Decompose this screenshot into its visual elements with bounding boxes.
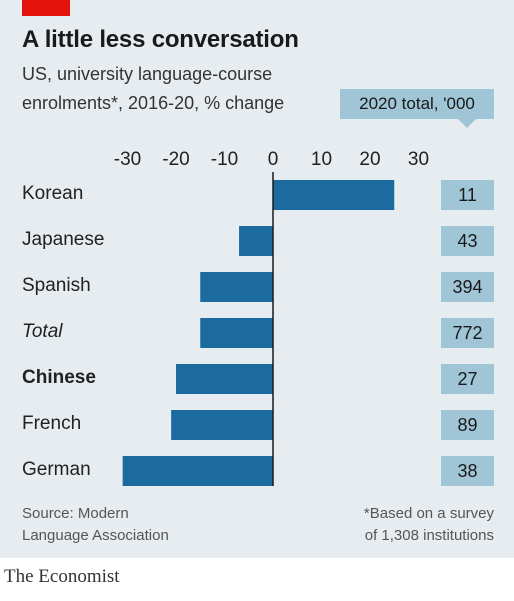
source-line-2: Language Association: [22, 527, 169, 544]
bar-total: [200, 318, 273, 348]
chart-title: A little less conversation: [22, 26, 299, 53]
footnote-line-2: of 1,308 institutions: [364, 527, 494, 544]
x-tick-label: 20: [359, 149, 380, 170]
total-header-pointer: [458, 119, 476, 128]
total-value-spanish: 394: [441, 272, 494, 302]
bar-chart: -30 -20 -10 0 10 20 30: [114, 149, 429, 486]
chart-subtitle-line-1: US, university language-course: [22, 64, 273, 84]
category-label-french: French: [22, 413, 82, 434]
bar-korean: [273, 180, 395, 210]
brand-red-tag: [22, 0, 70, 16]
footnote: *Based on a survey of 1,308 institutions: [274, 503, 494, 547]
bar-german: [122, 456, 274, 486]
category-label-chinese: Chinese: [22, 367, 96, 388]
category-label-spanish: Spanish: [22, 275, 91, 296]
category-label-german: German: [22, 459, 91, 480]
source-note: Source: Modern Language Association: [22, 503, 242, 547]
x-tick-label: 10: [311, 149, 332, 170]
footnote-line-1: *Based on a survey: [363, 505, 494, 522]
x-tick-label: -20: [162, 149, 189, 170]
chart-subtitle-line-2: enrolments*, 2016-20, % change: [22, 93, 285, 113]
category-label-japanese: Japanese: [22, 229, 105, 250]
source-line-1: Source: Modern: [22, 505, 129, 522]
total-column-header: 2020 total, '000: [340, 89, 494, 119]
bar-japanese: [239, 226, 273, 256]
total-value-french: 89: [441, 410, 494, 440]
total-value-total: 772: [441, 318, 494, 348]
bar-spanish: [200, 272, 273, 302]
total-value-german: 38: [441, 456, 494, 486]
total-value-japanese: 43: [441, 226, 494, 256]
category-label-korean: Korean: [22, 183, 84, 204]
x-tick-label: 0: [268, 149, 279, 170]
bar-french: [171, 410, 273, 440]
x-tick-label: -30: [114, 149, 141, 170]
brand-wordmark: The Economist: [4, 566, 120, 587]
x-tick-label: -10: [211, 149, 238, 170]
total-value-chinese: 27: [441, 364, 494, 394]
x-tick-label: 30: [408, 149, 429, 170]
total-value-korean: 11: [441, 180, 494, 210]
bar-chinese: [176, 364, 273, 394]
category-label-total: Total: [22, 321, 63, 342]
